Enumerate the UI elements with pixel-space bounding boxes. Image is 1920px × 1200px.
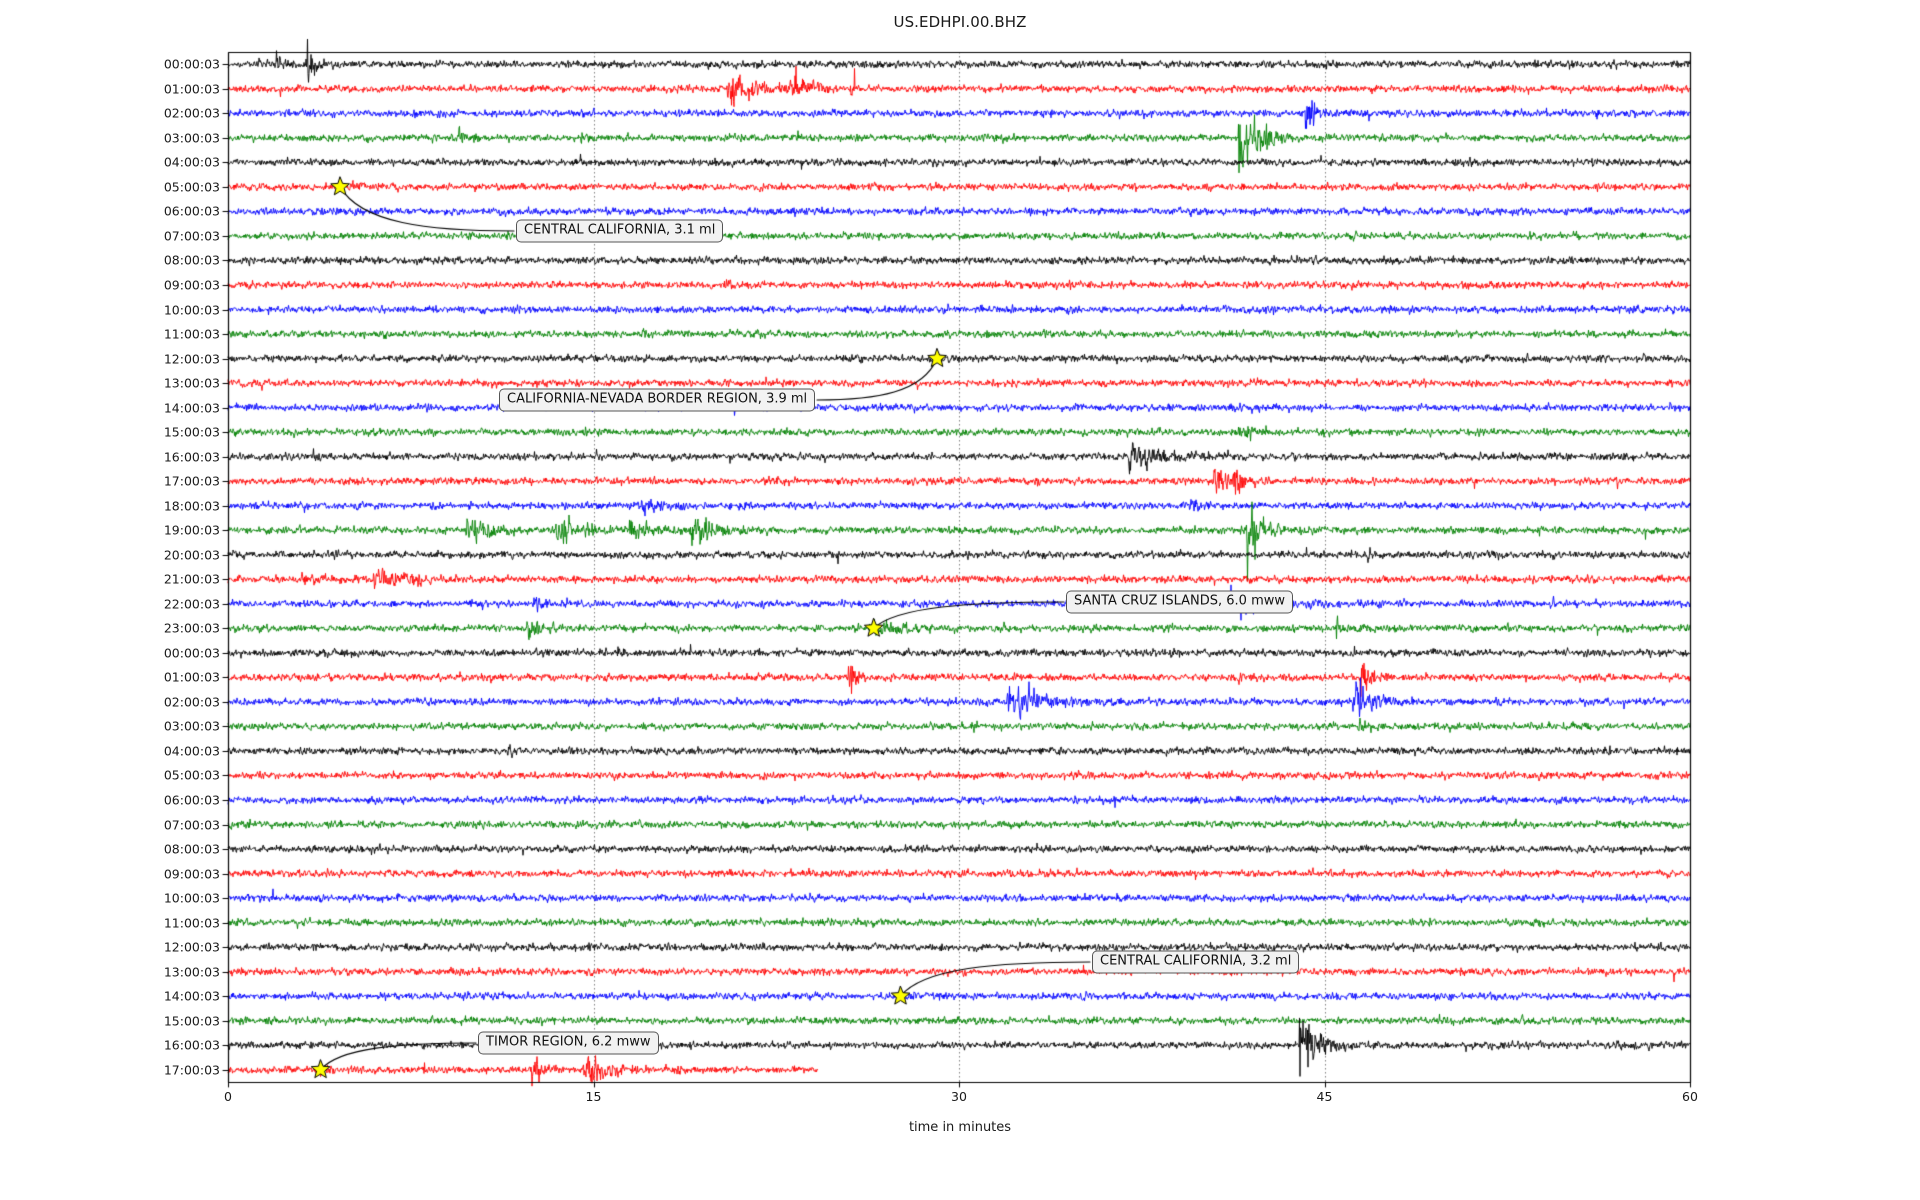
seismogram-page: US.EDHPI.00.BHZ 00:00:03 01:00:03 02:00:03…: [0, 0, 1920, 1200]
helicorder-plot-canvas: [0, 0, 1920, 1200]
